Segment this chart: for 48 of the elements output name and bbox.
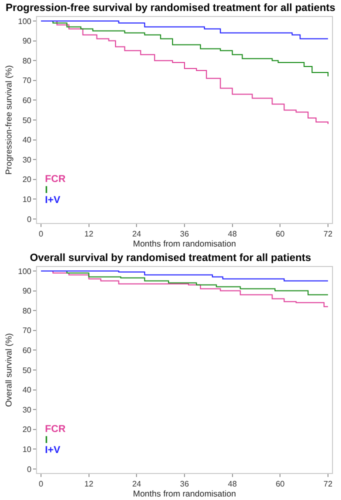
text: I+V <box>45 445 61 456</box>
y-tick-label: 20 <box>22 175 32 184</box>
x-axis-title: Months from randomisation <box>133 488 236 499</box>
x-tick-label: 12 <box>84 230 94 239</box>
text: FCR <box>45 424 66 435</box>
y-tick-label: 80 <box>22 306 32 316</box>
x-tick-label: 48 <box>228 480 238 489</box>
y-tick-label: 40 <box>22 136 32 145</box>
x-tick-label: 24 <box>132 480 142 489</box>
y-tick-label: 20 <box>22 425 32 434</box>
y-axis-title: Overall survival (%) <box>4 332 14 407</box>
y-tick-label: 90 <box>22 286 32 296</box>
x-tick-label: 60 <box>276 480 286 489</box>
y-tick-label: 0 <box>26 214 32 224</box>
y-tick-label: 100 <box>18 16 32 26</box>
y-tick-label: 30 <box>22 405 32 414</box>
y-tick-label: 50 <box>22 116 32 125</box>
chart-title: Progression-free survival by randomised treatment for all patients <box>6 2 336 14</box>
x-tick-label: 24 <box>132 230 142 239</box>
y-tick-label: 70 <box>22 326 32 336</box>
y-tick-label: 10 <box>22 445 32 454</box>
y-tick-label: 40 <box>22 386 32 395</box>
x-axis-title: Months from randomisation <box>133 238 236 249</box>
y-tick-label: 80 <box>22 56 32 66</box>
y-tick-label: 10 <box>22 195 32 204</box>
y-axis-title: Progression-free survival (%) <box>4 65 14 175</box>
y-tick-label: 0 <box>26 464 32 474</box>
text: I <box>45 435 48 446</box>
x-tick-label: 36 <box>180 480 190 489</box>
x-tick-label: 0 <box>38 480 44 489</box>
x-tick-label: 72 <box>324 480 334 489</box>
y-tick-label: 60 <box>22 96 32 105</box>
y-tick-label: 90 <box>22 36 32 46</box>
y-tick-label: 60 <box>22 346 32 355</box>
y-tick-label: 30 <box>22 155 32 164</box>
y-tick-label: 70 <box>22 76 32 86</box>
chart-title: Overall survival by randomised treatment for all patients <box>30 252 312 264</box>
y-tick-label: 100 <box>18 266 32 276</box>
y-tick-label: 50 <box>22 366 32 375</box>
x-tick-label: 36 <box>180 230 190 239</box>
text: I+V <box>45 195 61 206</box>
text: FCR <box>45 174 66 185</box>
text: I <box>45 185 48 196</box>
x-tick-label: 48 <box>228 230 238 239</box>
x-tick-label: 72 <box>324 230 334 239</box>
x-tick-label: 12 <box>84 480 94 489</box>
x-tick-label: 0 <box>38 230 44 239</box>
x-tick-label: 60 <box>276 230 286 239</box>
